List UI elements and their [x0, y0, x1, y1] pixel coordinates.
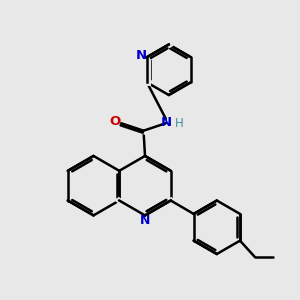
Text: N: N: [136, 49, 147, 62]
Text: N: N: [140, 214, 150, 227]
Text: N: N: [161, 116, 172, 129]
Text: H: H: [175, 117, 184, 130]
Text: O: O: [109, 115, 120, 128]
